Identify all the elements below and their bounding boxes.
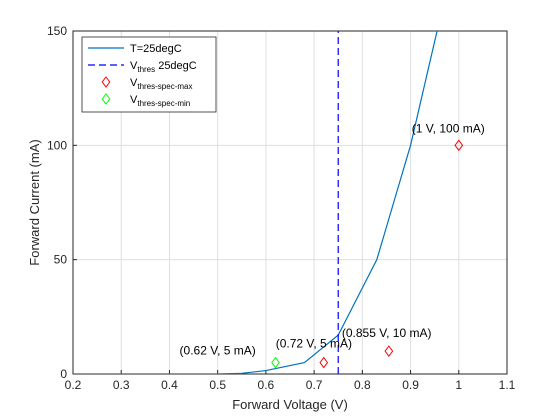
- x-tick-label: 0.4: [161, 378, 178, 392]
- legend-name: T=25degC: [130, 43, 182, 55]
- legend-label: Vthres-spec-min: [130, 94, 190, 108]
- x-tick-label: 1.1: [499, 378, 516, 392]
- x-tick-label: 0.2: [65, 378, 82, 392]
- x-tick-label: 0.7: [306, 378, 323, 392]
- legend-label: Vthres 25degC: [130, 60, 197, 74]
- legend-name: V: [130, 60, 138, 72]
- marker: [319, 356, 329, 369]
- x-tick-label: 1: [455, 378, 462, 392]
- annotation: (0.62 V, 5 mA): [180, 344, 256, 358]
- legend-box: [81, 36, 217, 113]
- x-tick-label: 0.5: [209, 378, 226, 392]
- legend-subscript: thres-spec-min: [137, 99, 190, 108]
- y-tick-label: 50: [54, 253, 68, 267]
- annotation: (0.72 V, 5 mA): [276, 337, 352, 351]
- marker: [454, 139, 464, 152]
- data-line: [73, 31, 438, 374]
- legend-label: T=25degC: [130, 43, 182, 55]
- x-axis-label: Forward Voltage (V): [232, 397, 348, 412]
- y-tick-label: 100: [47, 138, 67, 152]
- x-tick-label: 0.6: [258, 378, 275, 392]
- legend-subscript: thres: [137, 65, 155, 74]
- marker: [271, 356, 280, 369]
- marker: [384, 345, 394, 357]
- legend-subscript: thres-spec-max: [137, 82, 192, 91]
- x-tick-label: 0.8: [354, 378, 371, 392]
- legend-name: V: [130, 94, 138, 106]
- y-tick-label: 150: [47, 24, 67, 38]
- legend-swatch: [101, 93, 111, 105]
- annotation: (1 V, 100 mA): [412, 121, 485, 135]
- y-axis-label: Forward Current (mA): [27, 139, 42, 265]
- x-tick-label: 0.9: [402, 378, 419, 392]
- x-tick-label: 0.3: [113, 378, 130, 392]
- legend-suffix: 25degC: [155, 60, 197, 72]
- annotation: (0.855 V, 10 mA): [342, 326, 432, 340]
- y-tick-label: 0: [60, 367, 67, 381]
- legend-name: V: [130, 77, 138, 89]
- axes-box: [72, 30, 508, 375]
- legend-label: Vthres-spec-max: [130, 77, 192, 91]
- legend-swatch: [101, 76, 111, 88]
